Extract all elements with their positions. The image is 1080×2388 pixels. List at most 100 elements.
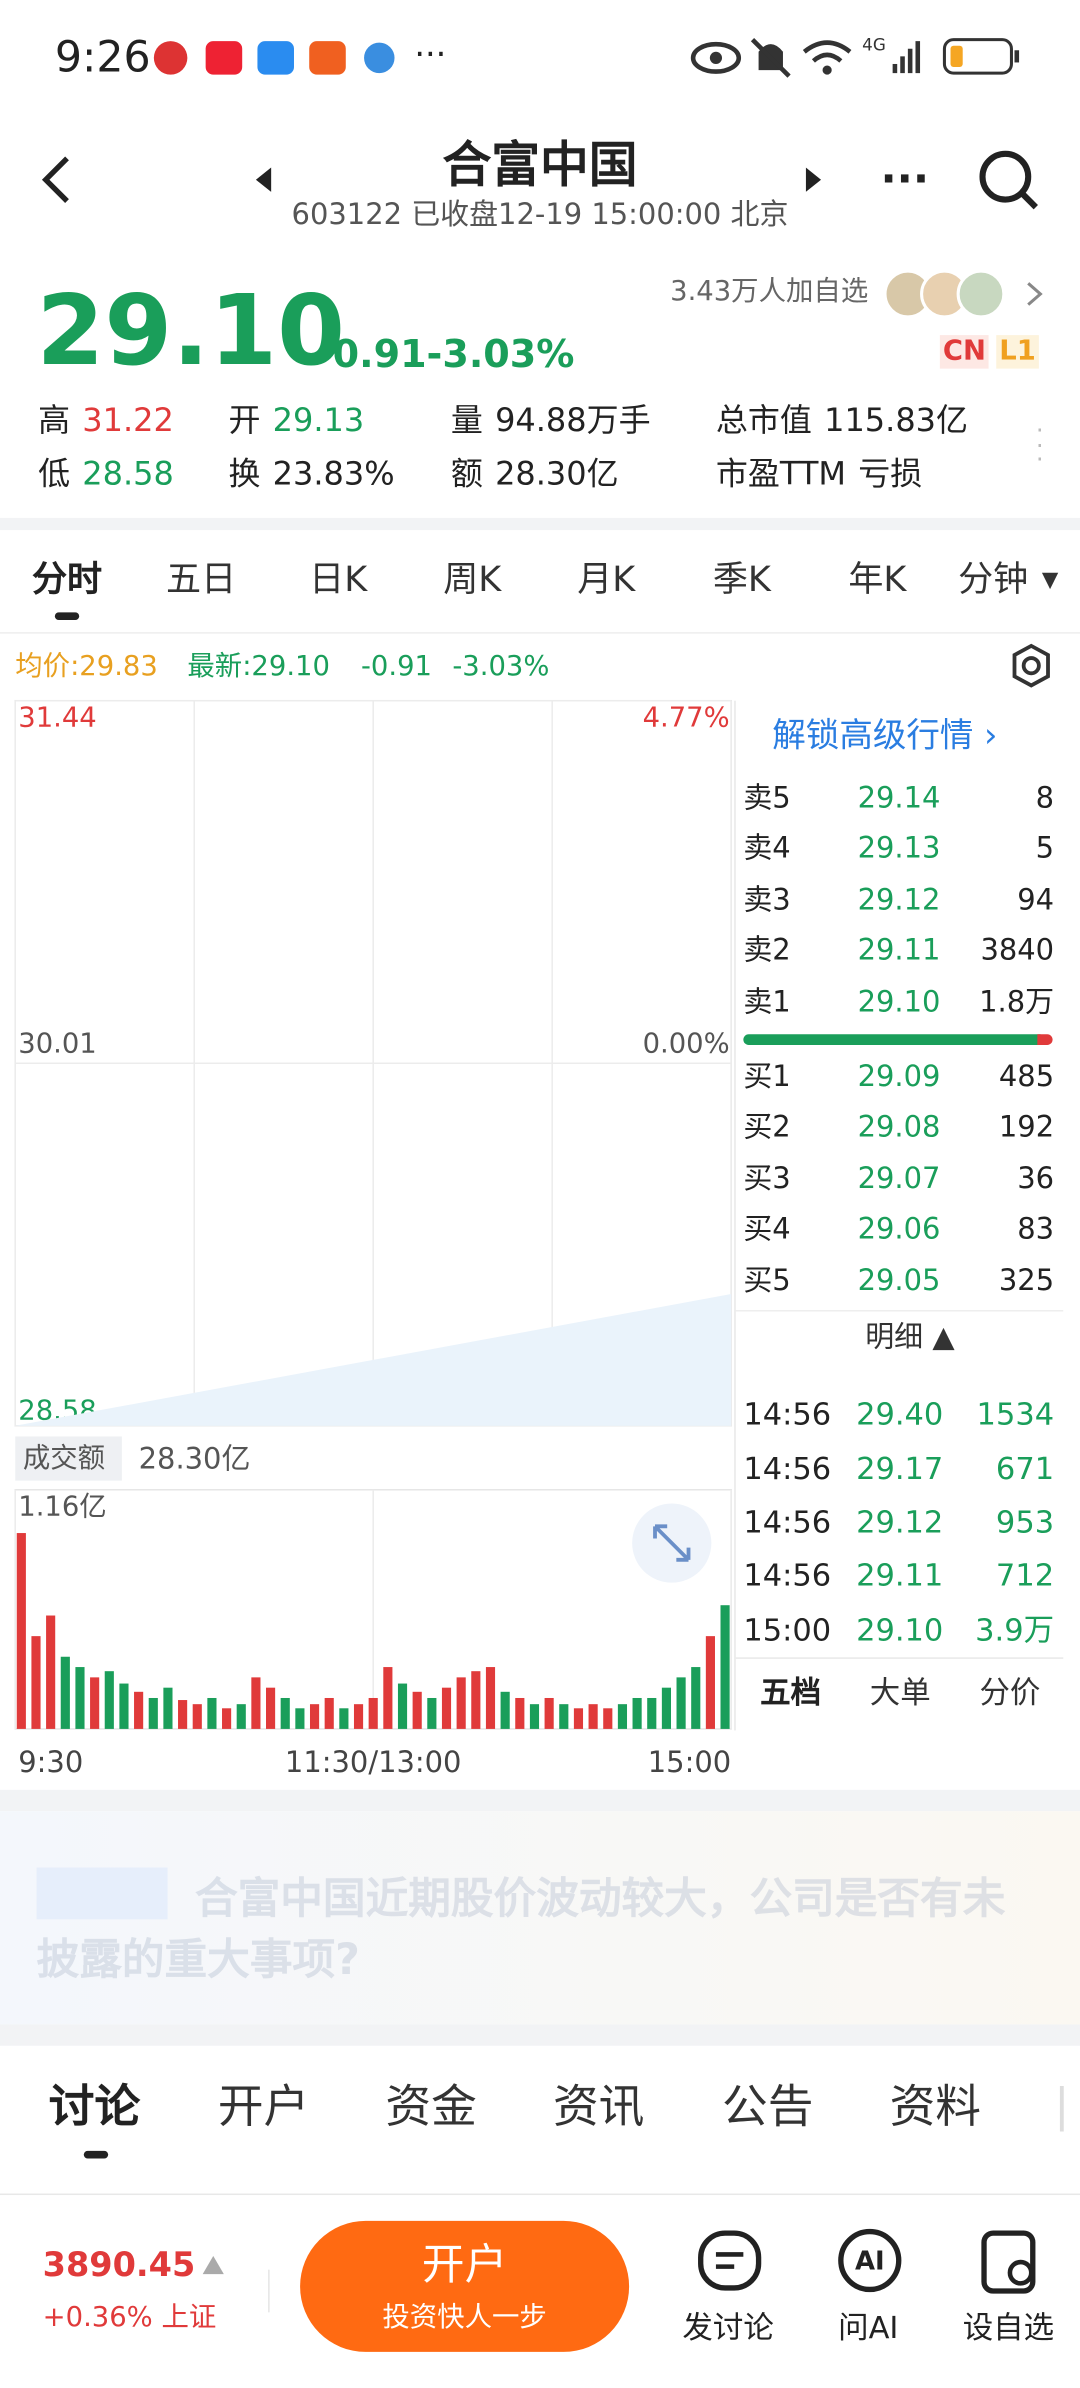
banner[interactable] xyxy=(0,1811,1080,2025)
back-button[interactable] xyxy=(37,152,83,207)
open-account-button[interactable] xyxy=(300,2220,630,2352)
divider xyxy=(268,2269,270,2313)
button-subtitle[interactable]: 投资快人一步 xyxy=(382,2301,547,2334)
footer-action[interactable]: 问AI xyxy=(838,2309,899,2346)
bottom-tab[interactable]: 公告 xyxy=(722,2080,814,2135)
volume-bar xyxy=(544,1697,554,1729)
volume-bar xyxy=(441,1687,452,1729)
stat-label: 量 xyxy=(450,402,483,439)
book-volume: 325 xyxy=(998,1264,1055,1298)
stat-value: 亏损 xyxy=(858,455,923,493)
footer-action[interactable]: 设自选 xyxy=(962,2309,1055,2346)
book-volume: 485 xyxy=(998,1060,1055,1094)
book-volume: 1.8万 xyxy=(979,985,1055,1020)
period-tab[interactable]: 日K xyxy=(309,560,368,601)
unlock-text[interactable]: 解锁高级行情 xyxy=(772,717,974,756)
banner-tag xyxy=(36,1867,168,1920)
post-icon[interactable] xyxy=(695,2227,765,2297)
book-tab[interactable]: 五档 xyxy=(760,1674,822,1711)
period-tab[interactable]: 季K xyxy=(712,560,771,601)
trade-price: 29.17 xyxy=(856,1450,944,1487)
book-price: 29.09 xyxy=(857,1060,941,1094)
stats-more[interactable]: · · · xyxy=(1035,415,1044,475)
book-price: 29.11 xyxy=(857,933,941,968)
volume-bar xyxy=(720,1605,730,1729)
unlock-link[interactable]: 解锁高级行情 › xyxy=(772,717,998,756)
stat-label: 总市值 xyxy=(715,402,812,439)
ai-icon[interactable]: AI xyxy=(835,2227,905,2297)
stat-value: 31.22 xyxy=(82,402,174,439)
trade-volume: 3.9万 xyxy=(975,1611,1055,1649)
avatar xyxy=(956,269,1006,319)
volume-bar xyxy=(705,1636,715,1729)
watchlist-icon[interactable] xyxy=(975,2227,1045,2297)
more-button[interactable]: ··· xyxy=(880,153,930,205)
stock-title: 合富中国 xyxy=(442,135,638,194)
volume-bar xyxy=(236,1704,246,1729)
book-volume: 3840 xyxy=(980,933,1055,968)
divider xyxy=(735,1310,1064,1312)
volume-bar xyxy=(368,1697,378,1729)
trade-time: 14:56 xyxy=(743,1556,832,1594)
status-time: 9:26 xyxy=(54,31,151,83)
stat-label: 低 xyxy=(38,455,71,493)
book-volume: 192 xyxy=(998,1110,1055,1144)
book-label: 卖4 xyxy=(743,831,791,866)
volume-bar xyxy=(515,1697,525,1729)
stat-label: 高 xyxy=(38,402,71,439)
app-icon xyxy=(205,41,243,75)
period-tab[interactable]: 周K xyxy=(443,560,502,601)
app-icon xyxy=(153,41,188,75)
bottom-tab[interactable]: 资讯 xyxy=(552,2080,645,2135)
book-price: 29.08 xyxy=(857,1110,941,1144)
volume-bar xyxy=(647,1697,657,1729)
volume-bar xyxy=(691,1667,701,1729)
book-tab[interactable]: 大单 xyxy=(869,1674,931,1711)
book-price: 29.10 xyxy=(857,985,941,1020)
legend-latest: 最新:29.10 xyxy=(187,650,330,683)
period-tab[interactable]: 分钟 xyxy=(958,560,1029,601)
prev-stock[interactable] xyxy=(255,167,274,192)
last-price: 29.10 xyxy=(36,275,345,389)
trade-time: 14:56 xyxy=(743,1395,832,1432)
tab-overflow: | xyxy=(1054,2079,1070,2133)
svg-text:AI: AI xyxy=(855,2247,885,2277)
book-label: 卖1 xyxy=(743,985,791,1020)
button-title[interactable]: 开户 xyxy=(421,2239,508,2290)
volume-bar xyxy=(661,1687,672,1729)
expand-button[interactable] xyxy=(631,1502,713,1584)
detail-toggle[interactable]: 明细 ▲ xyxy=(865,1320,955,1355)
bottom-tab[interactable]: 开户 xyxy=(217,2080,310,2135)
volume-bar xyxy=(178,1700,188,1729)
volume-bar xyxy=(295,1708,305,1729)
book-tab[interactable]: 分价 xyxy=(979,1674,1041,1711)
volume-bar xyxy=(676,1677,686,1729)
next-stock[interactable] xyxy=(805,167,824,192)
search-button[interactable] xyxy=(975,146,1042,213)
bottom-tab[interactable]: 资料 xyxy=(889,2080,981,2135)
footer-action[interactable]: 发讨论 xyxy=(682,2309,774,2346)
period-tab[interactable]: 分时 xyxy=(31,560,103,601)
volume-bar xyxy=(559,1704,569,1729)
detail-text[interactable]: 明细 xyxy=(865,1320,924,1355)
followers-arrow[interactable] xyxy=(1024,280,1045,307)
volume-bar xyxy=(471,1671,481,1729)
volume-bar xyxy=(588,1704,598,1729)
period-tab[interactable]: 月K xyxy=(577,560,636,601)
index-value[interactable]: 3890.45 xyxy=(42,2246,196,2285)
tab-indicator xyxy=(54,612,80,620)
settings-button[interactable] xyxy=(1008,643,1054,689)
index-change[interactable]: +0.36% 上证 xyxy=(42,2301,217,2334)
volume-bar xyxy=(309,1704,320,1729)
dropdown-arrow[interactable]: ▼ xyxy=(1041,568,1059,593)
volume-label-box xyxy=(15,1436,122,1481)
bottom-tab[interactable]: 讨论 xyxy=(48,2080,141,2135)
followers: 3.43万人加自选 xyxy=(670,275,869,308)
x-tick-label: 15:00 xyxy=(648,1745,731,1779)
period-tab[interactable]: 年K xyxy=(848,560,907,601)
divider xyxy=(0,1789,1080,1812)
period-tab[interactable]: 五日 xyxy=(166,560,237,601)
bottom-tab[interactable]: 资金 xyxy=(385,2080,477,2135)
app-icon xyxy=(257,41,294,75)
